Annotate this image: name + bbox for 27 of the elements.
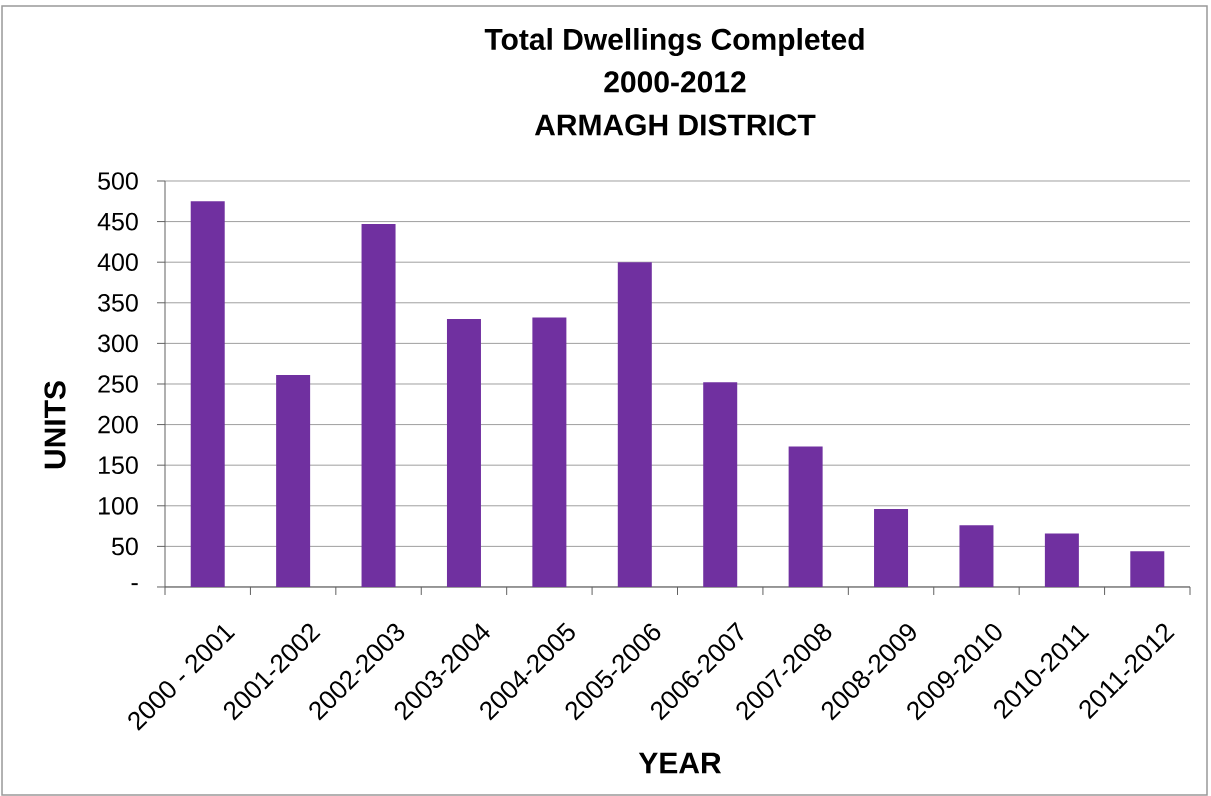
y-tick-label: 250 <box>98 375 138 393</box>
y-tick-label: 150 <box>99 456 138 475</box>
chart-title: Total Dwellings Completed 2000-2012 <box>484 28 864 93</box>
bar <box>617 262 652 587</box>
bar <box>703 382 738 587</box>
bar <box>874 509 909 587</box>
y-tick-label: 50 <box>112 537 138 556</box>
y-tick-label: 500 <box>98 172 138 190</box>
bar <box>361 224 396 587</box>
y-tick-label: 100 <box>99 496 138 515</box>
y-tick-label: - <box>131 583 138 586</box>
y-tick-label: 200 <box>98 415 138 434</box>
chart-subtitle: ARMAGH DISTRICT <box>534 114 816 136</box>
y-tick-label: 300 <box>98 334 138 353</box>
y-tick-label: 400 <box>97 253 138 272</box>
bar <box>532 317 567 587</box>
y-tick-label: 350 <box>98 293 138 312</box>
bar <box>446 319 481 587</box>
bar <box>788 446 823 587</box>
x-axis-title: YEAR <box>638 752 722 774</box>
bar <box>1044 533 1079 587</box>
y-tick-label: 450 <box>97 212 138 231</box>
bar <box>190 201 225 587</box>
bar <box>276 375 311 587</box>
bar <box>1130 551 1165 587</box>
y-axis-title: UNITS <box>44 381 66 469</box>
bar <box>959 525 994 587</box>
